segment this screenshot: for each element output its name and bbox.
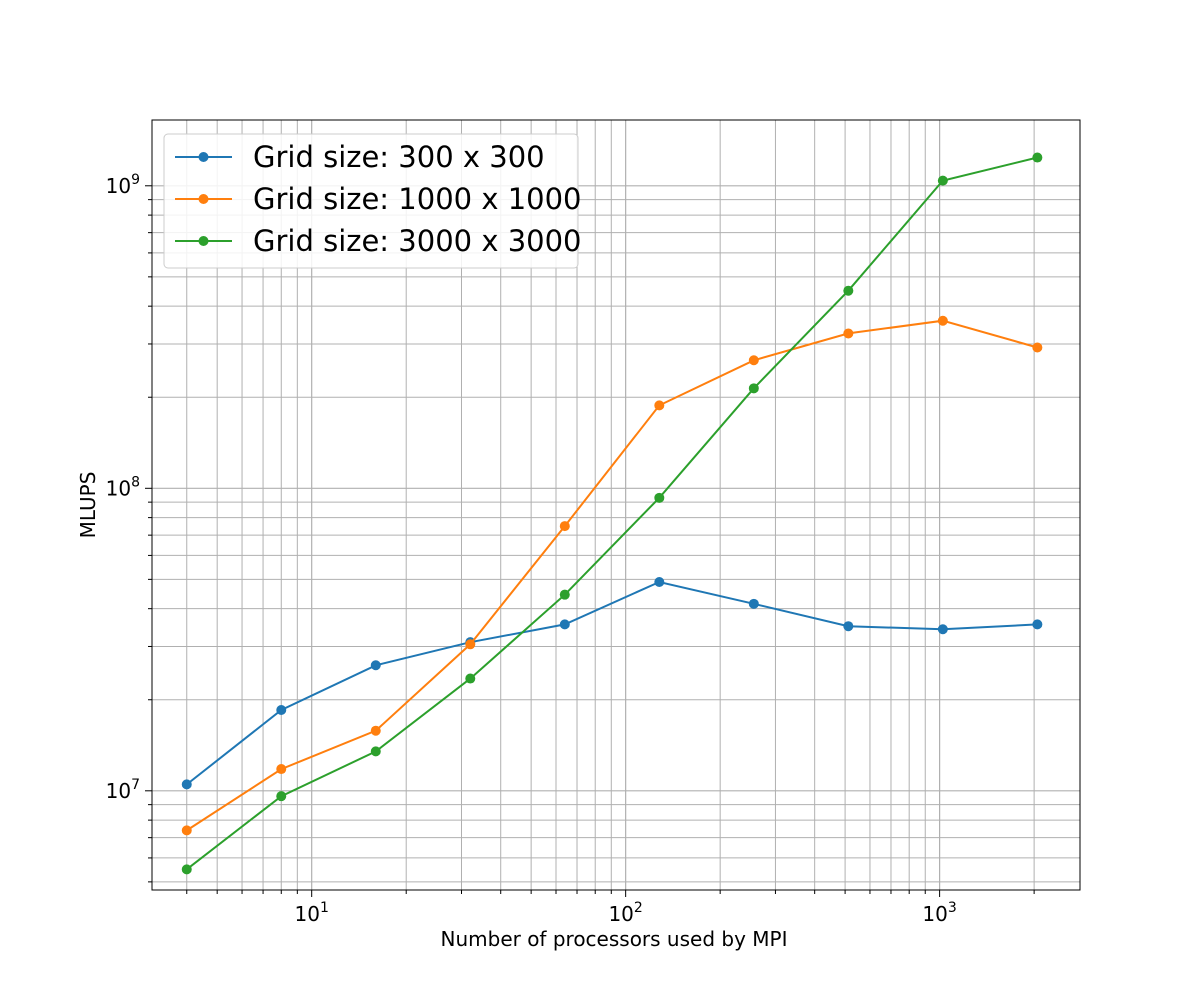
series-2-point bbox=[559, 521, 570, 532]
x-axis-label: Number of processors used by MPI bbox=[441, 927, 788, 951]
x-tick-label-exponent: 1 bbox=[320, 900, 329, 916]
y-tick-label-base: 10 bbox=[106, 779, 131, 803]
series-3-line bbox=[186, 156, 1038, 871]
series-2-line bbox=[186, 319, 1038, 832]
series-3-point bbox=[276, 791, 287, 802]
series-1-point bbox=[276, 704, 287, 715]
series-1-point bbox=[370, 660, 381, 671]
legend-label: Grid size: 1000 x 1000 bbox=[253, 182, 582, 216]
series-3-point bbox=[843, 285, 854, 296]
series-1-point bbox=[937, 624, 948, 635]
y-tick-label-exponent: 7 bbox=[131, 777, 140, 793]
series-1-line bbox=[186, 580, 1038, 786]
legend-item: Grid size: 3000 x 3000 bbox=[175, 224, 582, 258]
legend-item: Grid size: 1000 x 1000 bbox=[175, 182, 582, 216]
legend-swatch-marker bbox=[198, 152, 209, 162]
series-2-point bbox=[276, 764, 287, 775]
series-3-point bbox=[370, 746, 381, 757]
series-3-point bbox=[465, 673, 476, 684]
y-axis-label: MLUPS bbox=[76, 472, 100, 539]
series-1-point bbox=[748, 598, 759, 609]
series-2-point bbox=[937, 315, 948, 326]
series-2-point bbox=[1032, 342, 1043, 353]
legend-swatch-marker bbox=[198, 194, 209, 204]
series-3-point bbox=[654, 492, 665, 503]
y-tick-label-exponent: 9 bbox=[131, 172, 140, 188]
series-3-point bbox=[181, 864, 192, 875]
series-1-point bbox=[843, 621, 854, 632]
y-tick-label-base: 10 bbox=[106, 174, 131, 198]
series-3-point bbox=[559, 589, 570, 600]
series-3-point bbox=[1032, 152, 1043, 163]
series-2-point bbox=[748, 355, 759, 366]
series-1-point bbox=[181, 779, 192, 790]
series-3 bbox=[181, 152, 1043, 875]
series-1-point bbox=[559, 619, 570, 630]
series-2-point bbox=[370, 725, 381, 736]
plot-frame bbox=[151, 119, 1081, 891]
series-2-point bbox=[181, 825, 192, 836]
y-tick-label: 107 bbox=[106, 777, 140, 803]
series-2-point bbox=[465, 639, 476, 650]
x-tick-label: 102 bbox=[608, 900, 642, 926]
series-3-point bbox=[937, 175, 948, 186]
legend-label: Grid size: 3000 x 3000 bbox=[253, 224, 582, 258]
series-3-point bbox=[748, 383, 759, 394]
series-1-point bbox=[1032, 619, 1043, 630]
y-tick-label: 108 bbox=[106, 474, 140, 500]
legend-swatch-marker bbox=[198, 236, 209, 246]
series-2 bbox=[181, 315, 1043, 836]
x-tick-label-base: 10 bbox=[608, 902, 633, 926]
legend: Grid size: 300 x 300 Grid size: 1000 x 10… bbox=[163, 133, 582, 269]
x-tick-label-base: 10 bbox=[295, 902, 320, 926]
plot-series bbox=[181, 152, 1043, 875]
series-2-point bbox=[654, 400, 665, 411]
legend-label: Grid size: 300 x 300 bbox=[253, 140, 545, 174]
y-tick-label-base: 10 bbox=[106, 476, 131, 500]
series-2-point bbox=[843, 328, 854, 339]
legend-item: Grid size: 300 x 300 bbox=[175, 140, 545, 174]
x-tick-label-exponent: 3 bbox=[948, 900, 957, 916]
series-1-point bbox=[654, 577, 665, 588]
x-tick-label: 101 bbox=[295, 900, 329, 926]
y-tick-label-exponent: 8 bbox=[131, 474, 140, 490]
x-tick-label-base: 10 bbox=[922, 902, 947, 926]
x-tick-label: 103 bbox=[922, 900, 956, 926]
x-tick-label-exponent: 2 bbox=[634, 900, 643, 916]
y-tick-label: 109 bbox=[106, 172, 140, 198]
legend-box bbox=[163, 133, 579, 269]
